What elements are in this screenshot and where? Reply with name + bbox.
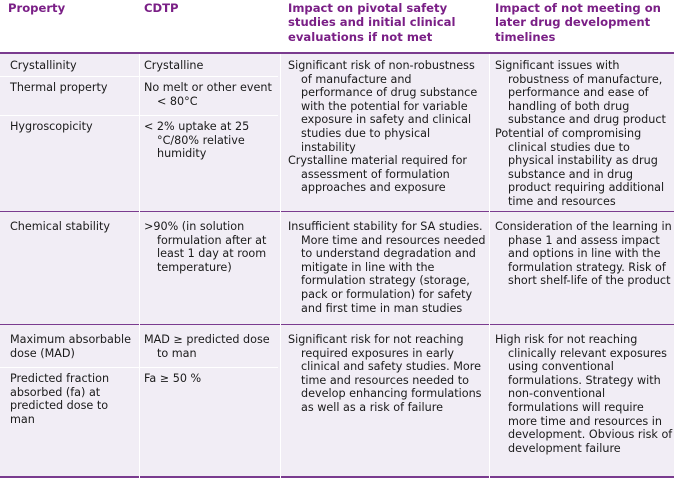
impact-safety-physical-para-1: Significant risk of non-robustness of ma…	[288, 59, 478, 154]
cell-cdtp-crystallinity: Crystalline	[144, 59, 204, 72]
cell-property-crystallinity: Crystallinity	[10, 59, 77, 72]
column-divider	[139, 54, 140, 478]
impact-later-physical-para-2: Potential of compromising clinical studi…	[495, 126, 665, 208]
cell-cdtp-hygroscopicity: < 2% uptake at 25 °C/80% relative humidi…	[144, 120, 279, 161]
header-cdtp: CDTP	[144, 1, 179, 15]
group-divider	[0, 211, 674, 212]
table-bottom-rule	[0, 476, 674, 478]
cell-cdtp-chemical-stability: >90% (in solution formulation after at l…	[144, 220, 279, 274]
table-row-group-absorption: Maximum absorbable dose (MAD) MAD ≥ pred…	[0, 325, 674, 476]
impact-safety-chemical-text: Insufficient stability for SA studies. M…	[288, 220, 486, 315]
cell-property-mad: Maximum absorbable dose (MAD)	[10, 333, 131, 360]
column-divider	[489, 54, 490, 478]
cell-impact-later-absorption: High risk for not reaching clinically re…	[495, 333, 673, 455]
table-row-group-chemical: Chemical stability >90% (in solution for…	[0, 212, 674, 324]
cell-property-fa: Predicted fraction absorbed (fa) at pred…	[10, 372, 110, 426]
group-divider	[0, 324, 674, 325]
cdtp-hygro-text: < 2% uptake at 25 °C/80% relative humidi…	[144, 120, 250, 161]
cell-cdtp-thermal: No melt or other event < 80°C	[144, 81, 279, 108]
column-divider	[280, 54, 281, 478]
cdtp-chemical-text: >90% (in solution formulation after at l…	[144, 220, 267, 274]
impact-safety-absorption-text: Significant risk for not reaching requir…	[288, 333, 482, 414]
cell-cdtp-fa: Fa ≥ 50 %	[144, 372, 202, 385]
header-property: Property	[8, 1, 66, 15]
cell-property-hygroscopicity: Hygroscopicity	[10, 120, 93, 133]
cell-impact-safety-absorption: Significant risk for not reaching requir…	[288, 333, 486, 415]
cell-cdtp-mad: MAD ≥ predicted dose to man	[144, 333, 279, 360]
impact-later-absorption-text: High risk for not reaching clinically re…	[495, 333, 673, 455]
cell-impact-safety-physical: Significant risk of non-robustness of ma…	[288, 59, 486, 195]
cell-impact-safety-chemical: Insufficient stability for SA studies. M…	[288, 220, 486, 315]
impact-later-physical-para-1: Significant issues with robustness of ma…	[495, 59, 666, 127]
table-row-group-physical: Crystallinity Crystalline Thermal proper…	[0, 54, 674, 211]
cdtp-thermal-text: No melt or other event < 80°C	[144, 81, 272, 108]
impact-safety-physical-para-2: Crystalline material required for assess…	[288, 154, 468, 195]
cell-impact-later-physical: Significant issues with robustness of ma…	[495, 59, 673, 209]
table-header: Property CDTP Impact on pivotal safety s…	[0, 0, 674, 54]
impact-later-chemical-text: Consideration of the learning in phase 1…	[495, 220, 672, 288]
header-impact-safety: Impact on pivotal safety studies and ini…	[288, 1, 456, 44]
cdtp-mad-text: MAD ≥ predicted dose to man	[144, 333, 270, 360]
cell-property-chemical-stability: Chemical stability	[10, 220, 110, 233]
header-impact-later: Impact of not meeting on later drug deve…	[495, 1, 661, 44]
cell-impact-later-chemical: Consideration of the learning in phase 1…	[495, 220, 673, 288]
cell-property-thermal: Thermal property	[10, 81, 108, 94]
